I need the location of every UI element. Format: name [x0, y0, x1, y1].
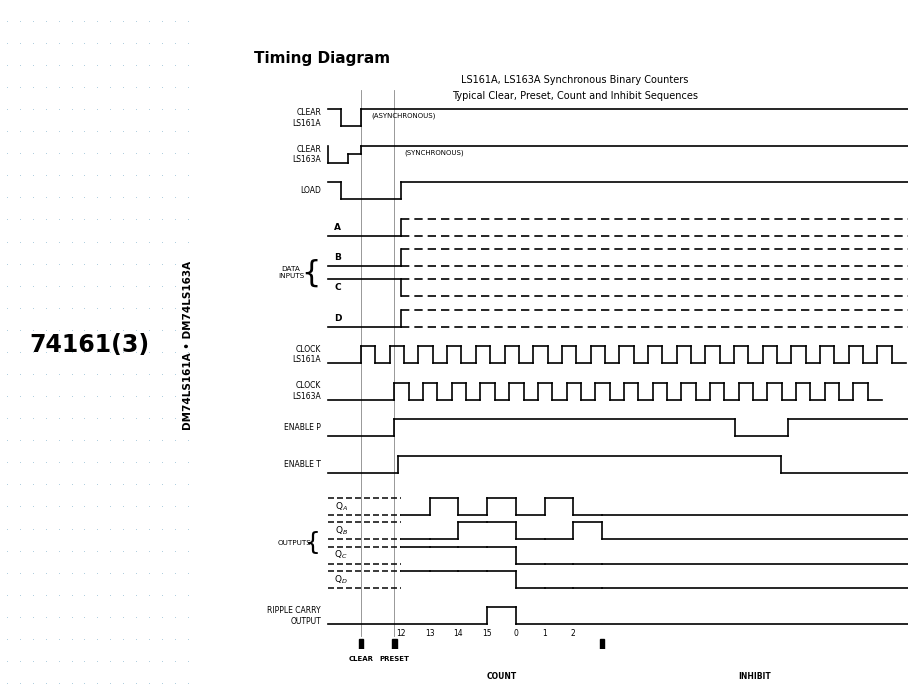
- Text: 0: 0: [513, 629, 517, 638]
- Text: CLEAR: CLEAR: [348, 656, 373, 662]
- Text: 15: 15: [482, 629, 492, 638]
- Text: ENABLE T: ENABLE T: [284, 460, 321, 469]
- Text: 12: 12: [396, 629, 405, 638]
- Text: CLOCK
LS163A: CLOCK LS163A: [292, 382, 321, 401]
- Text: 1: 1: [541, 629, 546, 638]
- Text: LS161A, LS163A Synchronous Binary Counters: LS161A, LS163A Synchronous Binary Counte…: [460, 75, 687, 85]
- Text: 2: 2: [570, 629, 575, 638]
- Text: D: D: [334, 314, 341, 323]
- Text: Q$_B$: Q$_B$: [335, 524, 347, 537]
- Text: Typical Clear, Preset, Count and Inhibit Sequences: Typical Clear, Preset, Count and Inhibit…: [451, 91, 697, 101]
- Text: ENABLE P: ENABLE P: [284, 423, 321, 432]
- Text: Q$_C$: Q$_C$: [334, 549, 347, 562]
- Text: {: {: [301, 258, 321, 287]
- Text: B: B: [334, 253, 341, 262]
- Text: DM74LS161A • DM74LS163A: DM74LS161A • DM74LS163A: [183, 260, 192, 430]
- Text: 74161(3): 74161(3): [29, 333, 149, 357]
- Text: Timing Diagram: Timing Diagram: [255, 50, 390, 66]
- Text: 13: 13: [425, 629, 434, 638]
- Text: C: C: [335, 284, 341, 293]
- Text: {: {: [305, 531, 321, 555]
- Text: (SYNCHRONOUS): (SYNCHRONOUS): [404, 149, 463, 156]
- Text: Q$_D$: Q$_D$: [334, 573, 347, 586]
- Bar: [599, 640, 604, 651]
- Text: A: A: [334, 223, 341, 232]
- Text: 14: 14: [453, 629, 463, 638]
- Bar: [391, 640, 396, 651]
- Text: (ASYNCHRONOUS): (ASYNCHRONOUS): [370, 113, 435, 119]
- Bar: [358, 640, 363, 651]
- Text: INHIBIT: INHIBIT: [738, 671, 770, 680]
- Text: CLEAR
LS161A: CLEAR LS161A: [292, 108, 321, 128]
- Text: RIPPLE CARRY
OUTPUT: RIPPLE CARRY OUTPUT: [267, 606, 321, 626]
- Text: COUNT: COUNT: [486, 671, 516, 680]
- Text: CLOCK
LS161A: CLOCK LS161A: [292, 345, 321, 364]
- Text: Q$_A$: Q$_A$: [335, 500, 347, 513]
- Text: PRESET: PRESET: [379, 656, 409, 662]
- Text: DATA
INPUTS: DATA INPUTS: [278, 266, 304, 279]
- Text: CLEAR
LS163A: CLEAR LS163A: [292, 145, 321, 164]
- Text: OUTPUTS: OUTPUTS: [278, 540, 311, 546]
- Text: LOAD: LOAD: [300, 186, 321, 195]
